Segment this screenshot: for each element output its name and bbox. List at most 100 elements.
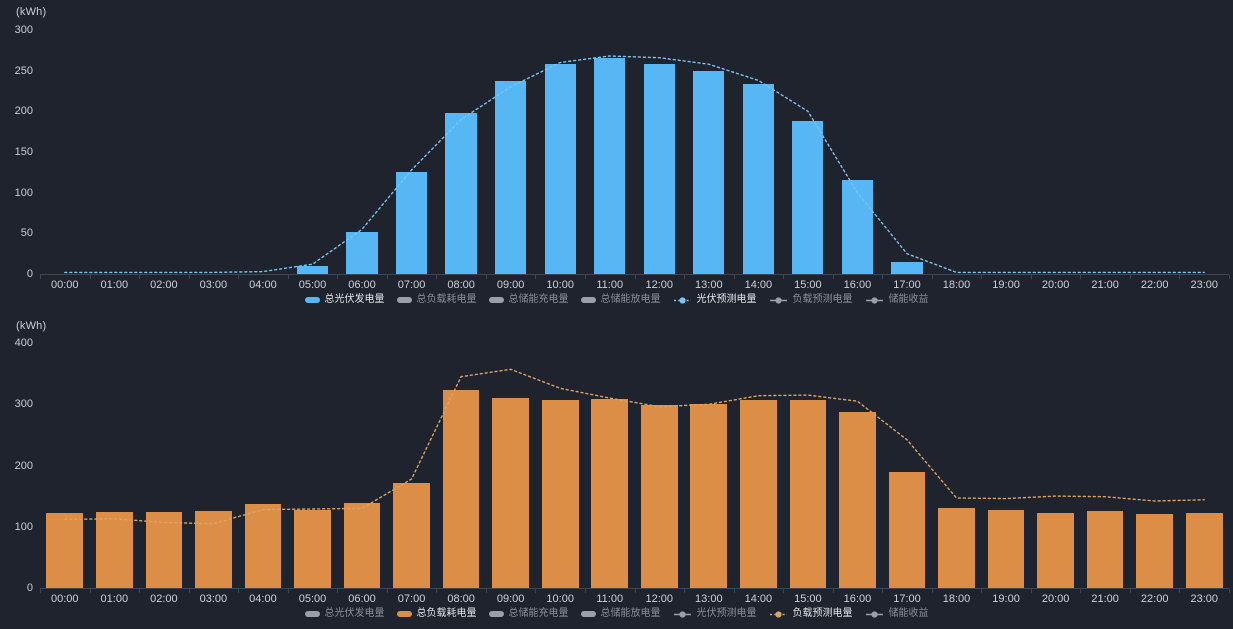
line-series-swatch-icon — [769, 610, 788, 619]
legend-item-label: 总光伏发电量 — [324, 608, 385, 619]
load-bar-12:00[interactable] — [640, 405, 678, 588]
legend-item-load-总储能放电量[interactable]: 总储能放电量 — [580, 608, 661, 620]
load-legend: 总光伏发电量 总负载耗电量 总储能充电量 总储能放电量 光伏预测电量 负载预测电量 储能收益 — [0, 608, 1233, 620]
load-bar-14:00[interactable] — [740, 399, 777, 588]
load-x-axis-label: 11:00 — [596, 593, 624, 605]
load-bar-02:00[interactable] — [145, 512, 183, 588]
load-bar-06:00[interactable] — [343, 503, 381, 588]
load-x-axis-tick — [386, 589, 388, 593]
legend-item-pv-总储能放电量[interactable]: 总储能放电量 — [580, 294, 661, 306]
legend-item-label: 负载预测电量 — [792, 608, 853, 619]
bar-series-swatch-icon — [488, 611, 504, 617]
load-x-axis-tick — [436, 589, 438, 593]
pv-x-axis-tick — [783, 275, 785, 279]
load-x-axis-label: 02:00 — [150, 593, 178, 605]
pv-x-axis-tick — [139, 275, 141, 279]
pv-x-axis-label: 21:00 — [1091, 279, 1119, 291]
load-bar-05:00[interactable] — [294, 510, 331, 588]
load-x-axis-label: 09:00 — [496, 593, 525, 605]
load-y-tick-label: 200 — [14, 459, 33, 472]
load-bar-08:00[interactable] — [442, 390, 480, 588]
legend-item-pv-总负载耗电量[interactable]: 总负载耗电量 — [396, 294, 477, 306]
load-bar-04:00[interactable] — [244, 504, 282, 588]
load-bar-20:00[interactable] — [1037, 513, 1074, 588]
bar-series-swatch-icon — [580, 611, 596, 617]
pv-x-axis-label: 19:00 — [992, 279, 1020, 291]
load-bar-18:00[interactable] — [938, 508, 975, 588]
legend-item-label: 总储能充电量 — [508, 294, 569, 305]
load-bar-10:00[interactable] — [541, 399, 579, 588]
load-x-axis-tick — [89, 589, 91, 593]
legend-item-label: 储能收益 — [888, 294, 929, 305]
load-x-axis-tick — [238, 589, 240, 593]
pv-x-axis-label: 04:00 — [249, 279, 277, 291]
bar-series-swatch-icon — [580, 297, 596, 303]
load-bar-07:00[interactable] — [393, 483, 430, 588]
pv-x-axis-label: 01:00 — [100, 279, 129, 291]
legend-item-pv-总光伏发电量[interactable]: 总光伏发电量 — [304, 294, 385, 306]
load-bar-11:00[interactable] — [591, 399, 629, 588]
pv-x-axis-tick — [981, 275, 983, 279]
pv-x-axis-label: 20:00 — [1041, 279, 1070, 291]
legend-item-load-总储能充电量[interactable]: 总储能充电量 — [488, 608, 569, 620]
line-series-swatch-icon — [673, 610, 692, 619]
legend-item-pv-光伏预测电量[interactable]: 光伏预测电量 — [673, 294, 757, 306]
legend-item-label: 总储能放电量 — [600, 294, 661, 305]
load-x-axis-label: 10:00 — [546, 593, 574, 605]
load-bar-00:00[interactable] — [46, 512, 84, 588]
legend-item-label: 光伏预测电量 — [696, 294, 757, 305]
legend-item-load-负载预测电量[interactable]: 负载预测电量 — [769, 608, 853, 620]
load-x-axis-label: 20:00 — [1041, 593, 1070, 605]
load-x-axis-tick — [485, 589, 487, 593]
load-bar-15:00[interactable] — [789, 399, 827, 588]
load-bar-21:00[interactable] — [1086, 511, 1124, 588]
load-x-axis-tick — [584, 589, 586, 593]
bar-series-swatch-icon — [488, 297, 504, 303]
pv-x-axis-label: 10:00 — [546, 279, 574, 291]
load-bar-13:00[interactable] — [690, 403, 728, 588]
pv-y-axis-unit: (kWh) — [16, 6, 47, 18]
pv-y-tick-label: 100 — [14, 186, 33, 199]
legend-item-load-总光伏发电量[interactable]: 总光伏发电量 — [304, 608, 385, 620]
bar-series-swatch-icon — [396, 297, 412, 303]
legend-item-pv-负载预测电量[interactable]: 负载预测电量 — [769, 294, 853, 306]
load-bar-03:00[interactable] — [195, 511, 232, 588]
load-bar-16:00[interactable] — [839, 411, 876, 588]
pv-x-axis-tick — [485, 275, 487, 279]
load-x-axis-tick — [684, 589, 686, 593]
load-forecast-line[interactable] — [64, 368, 1205, 525]
legend-item-pv-总储能充电量[interactable]: 总储能充电量 — [488, 294, 569, 306]
load-x-axis-label: 15:00 — [794, 593, 822, 605]
load-x-axis-tick — [139, 589, 141, 593]
pv-x-axis-label: 05:00 — [298, 279, 327, 291]
load-y-tick-label: 100 — [14, 520, 33, 533]
load-bar-17:00[interactable] — [888, 471, 926, 588]
pv-x-axis-label: 18:00 — [942, 279, 971, 291]
pv-x-axis-label: 08:00 — [447, 279, 475, 291]
pv-x-axis-label: 02:00 — [150, 279, 178, 291]
bar-series-swatch-icon — [396, 611, 412, 617]
legend-item-load-光伏预测电量[interactable]: 光伏预测电量 — [673, 608, 757, 620]
legend-item-label: 光伏预测电量 — [696, 608, 757, 619]
load-bar-23:00[interactable] — [1185, 512, 1223, 588]
pv-x-axis-tick — [684, 275, 686, 279]
load-bar-19:00[interactable] — [987, 509, 1025, 588]
load-bar-22:00[interactable] — [1136, 513, 1173, 588]
pv-x-axis-line — [40, 274, 1229, 275]
load-y-axis-unit: (kWh) — [16, 320, 47, 332]
load-x-axis-label: 22:00 — [1140, 593, 1169, 605]
legend-item-load-总负载耗电量[interactable]: 总负载耗电量 — [396, 608, 477, 620]
legend-item-load-储能收益[interactable]: 储能收益 — [865, 608, 929, 620]
load-bar-01:00[interactable] — [95, 512, 133, 588]
load-x-axis-label: 12:00 — [645, 593, 674, 605]
load-x-axis-label: 23:00 — [1190, 593, 1218, 605]
load-x-axis-label: 06:00 — [348, 593, 376, 605]
load-x-axis-tick — [1179, 589, 1181, 593]
legend-item-pv-储能收益[interactable]: 储能收益 — [865, 294, 929, 306]
pv-x-axis-label: 00:00 — [51, 279, 79, 291]
pv-x-axis-tick — [634, 275, 636, 279]
load-bar-09:00[interactable] — [492, 397, 529, 588]
load-x-axis-tick — [1030, 589, 1032, 593]
